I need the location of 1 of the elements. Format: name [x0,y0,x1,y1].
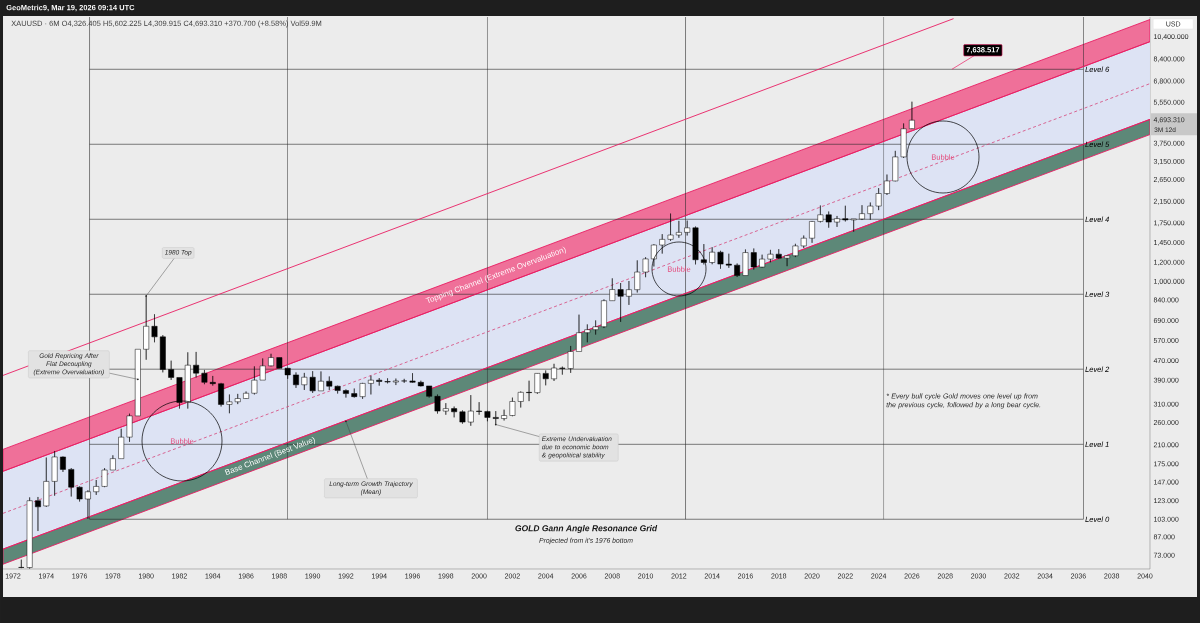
text: GOLD Gann Angle Resonance Grid [515,525,658,533]
